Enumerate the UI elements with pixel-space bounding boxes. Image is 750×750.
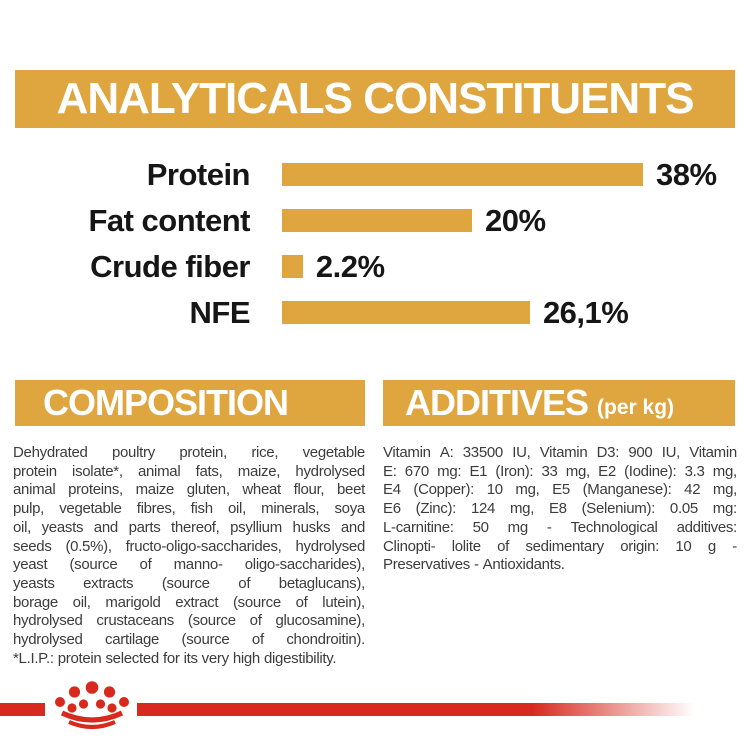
- analyticals-banner: ANALYTICALS CONSTITUENTS: [15, 70, 735, 128]
- royal-canin-crown-logo-icon: [55, 681, 129, 730]
- analytical-constituents-chart: Protein 38% Fat content 20% Crude fiber 2.2% N…: [0, 157, 750, 347]
- text-line: pulp, vegetable fibres, fish oil, minerals, so…: [13, 500, 365, 518]
- text-line: *L.I.P.: protein selected for its very high dig…: [13, 649, 337, 667]
- text-line: Clinopti-lolite of sedimentary origin: 10 g -: [383, 537, 737, 555]
- text-line: hydrolysed crustaceans (source of glucosamin…: [13, 612, 365, 630]
- composition-header-label: COMPOSITION: [43, 382, 289, 423]
- chart-row-crude-fiber: Crude fiber 2.2%: [0, 249, 750, 284]
- text-line: L-carnitine: 50 mg - Technological additives:: [383, 518, 737, 536]
- bar: [282, 301, 530, 324]
- chart-row-protein: Protein 38%: [0, 157, 750, 192]
- bar-label: Protein: [146, 157, 251, 192]
- bar-label: Crude fiber: [90, 249, 250, 284]
- composition-header: COMPOSITION: [15, 380, 365, 426]
- text-line: E: 670 mg: E1 (Iron): 33 mg, E2 (Iodine): 3.3 mg,: [383, 462, 737, 480]
- additives-header-label: ADDITIVES: [405, 382, 589, 423]
- bar: [282, 163, 643, 186]
- text-line: Preservatives - Antioxidants.: [383, 556, 565, 574]
- text-line: oil, yeasts and parts thereof, psyllium husks a…: [13, 518, 365, 536]
- additives-header-unit: (per kg): [597, 396, 675, 419]
- footer-red-bar-right: [137, 703, 700, 716]
- text-line: E4 (Copper): 10 mg, E5 (Manganese): 42 mg,: [383, 481, 737, 499]
- text-line: hydrolysed cartilage (source of chondroitin)…: [13, 631, 365, 649]
- footer-red-bar-left: [0, 703, 45, 716]
- text-line: E6 (Zinc): 124 mg, E8 (Selenium): 0.05 mg:: [383, 500, 737, 518]
- banner-title: ANALYTICALS CONSTITUENTS: [56, 74, 695, 123]
- bar: [282, 255, 303, 278]
- text-line: yeasts extracts (source of betaglucans),: [13, 574, 365, 592]
- bar-value: 26,1%: [542, 295, 629, 330]
- composition-text: Dehydrated poultry protein, rice, vegetable p…: [13, 444, 365, 668]
- bar-value: 20%: [485, 203, 546, 238]
- bar-value: 38%: [656, 157, 717, 192]
- text-line: Dehydrated poultry protein, rice, vegetable: [13, 444, 365, 461]
- text-line: animal proteins, maize gluten, wheat flour, be…: [13, 481, 365, 499]
- additives-header: ADDITIVES (per kg): [383, 380, 735, 426]
- text-line: protein isolate*, animal fats, maize, hydroly…: [13, 462, 365, 480]
- bar-label: NFE: [189, 295, 251, 330]
- bar-value: 2.2%: [315, 249, 385, 284]
- additives-text: Vitamin A: 33500 IU, Vitamin D3: 900 IU, Vitamin…: [383, 444, 737, 575]
- text-line: borage oil, marigold extract (source of lutein…: [13, 593, 365, 611]
- text-line: Vitamin A: 33500 IU, Vitamin D3: 900 IU, Vitamin: [383, 444, 737, 461]
- bar: [282, 209, 472, 232]
- chart-row-fat-content: Fat content 20%: [0, 203, 750, 238]
- text-line: yeast (source of manno-oligo-saccharides),: [13, 556, 365, 574]
- bar-label: Fat content: [88, 203, 250, 238]
- chart-row-nfe: NFE 26,1%: [0, 295, 750, 330]
- text-line: seeds (0.5%), fructo-oligo-saccharides, hyd…: [13, 537, 365, 555]
